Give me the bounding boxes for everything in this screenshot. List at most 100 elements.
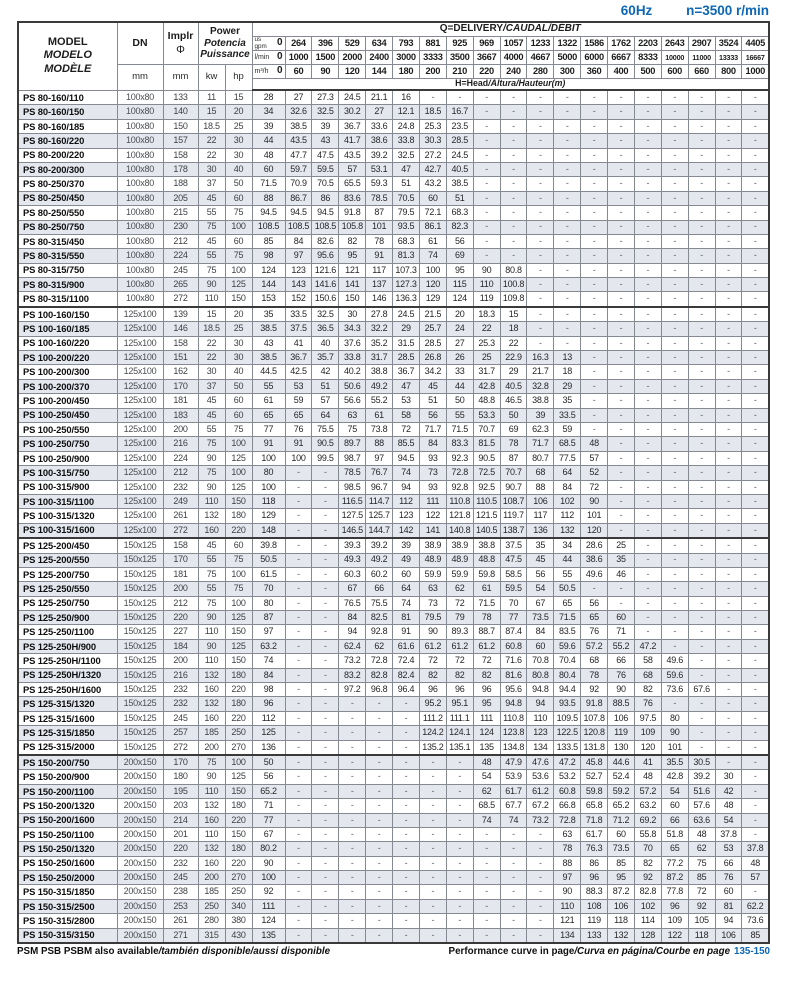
head-cell: 22 (472, 321, 501, 337)
head-cell: - (687, 205, 716, 221)
head-cell: - (311, 798, 340, 814)
head-cell: 47.5 (311, 147, 340, 163)
head-cell: 70.5 (392, 190, 420, 207)
head-cell: 74 (499, 812, 528, 828)
impeller-cell: 261 (162, 913, 199, 929)
head-cell: - (284, 710, 313, 727)
head-cell: 32.5 (311, 305, 340, 323)
head-cell: 48 (741, 855, 770, 872)
head-cell: 91 (365, 248, 394, 264)
head-cell: 90 (251, 855, 286, 872)
head-cell: - (392, 927, 420, 944)
model-cell: PS 100-200/300 (17, 364, 118, 380)
dn-unit-cell: mm (116, 64, 164, 91)
head-cell: 98.5 (338, 479, 367, 495)
head-cell: 71.6 (499, 653, 528, 669)
impeller-cell: 227 (162, 624, 199, 640)
head-cell: 76.7 (365, 465, 394, 481)
head-cell: - (714, 305, 743, 323)
head-cell: - (284, 884, 313, 900)
head-cell: 92.3 (445, 450, 474, 467)
head-cell: 78 (365, 233, 394, 250)
hp-cell: 180 (224, 841, 253, 857)
kw-cell: 110 (197, 624, 226, 640)
dn-cell: 200x150 (116, 769, 164, 785)
table-row: PS 100-315/750 125x100 212 75 100 80- -78.5 76.… (17, 465, 770, 481)
table-row: PS 100-200/300 125x100 162 30 40 44.5 42.5 42 40… (17, 364, 770, 380)
head-cell: 80 (660, 710, 689, 727)
head-cell: - (687, 321, 716, 337)
head-cell: - (607, 233, 635, 250)
head-cell: 62.4 (338, 638, 367, 655)
flow-value-cell: 1762 (607, 36, 635, 51)
head-cell: 12.1 (392, 104, 420, 120)
head-cell: - (714, 393, 743, 409)
model-cell: PS 80-200/220 (17, 147, 118, 163)
kw-cell: 22 (197, 133, 226, 149)
head-cell: - (499, 870, 528, 886)
head-cell: - (499, 219, 528, 235)
head-cell: 39.2 (687, 769, 716, 785)
head-cell: 58.5 (499, 566, 528, 583)
table-row: PS 100-315/1100 125x100 249 110 150 118- -116.… (17, 493, 770, 510)
head-cell: 15 (499, 305, 528, 323)
impeller-cell: 184 (162, 638, 199, 655)
kw-cell: 45 (197, 393, 226, 409)
head-cell: 42.5 (284, 364, 313, 380)
hp-cell: 180 (224, 667, 253, 684)
page-title: 60Hz n=3500 r/min (591, 3, 769, 18)
head-cell: 128 (633, 927, 662, 944)
head-cell: 34 (251, 104, 286, 120)
head-cell: - (553, 321, 582, 337)
head-cell: - (445, 826, 474, 843)
head-cell: 65 (580, 610, 609, 626)
table-row: PS 100-250/450 125x100 183 45 60 65 65 64 63 61 58… (17, 407, 770, 423)
page-footer: PSM PSB PSBM also available/también disp… (17, 946, 770, 957)
head-cell: - (633, 350, 662, 366)
head-cell: 71.7 (526, 436, 555, 452)
flow-value-cell: 634 (365, 36, 394, 51)
head-cell: - (392, 812, 420, 828)
head-cell: 143 (284, 277, 313, 293)
head-cell: - (499, 190, 528, 207)
dn-cell: 100x80 (116, 190, 164, 207)
table-row: PS 125-250H/900 150x125 184 90 125 63.2- -62.4… (17, 638, 770, 655)
head-cell: - (392, 753, 420, 771)
impeller-cell: 216 (162, 436, 199, 452)
head-cell: - (311, 522, 340, 539)
table-row: PS 125-200/450 150x125 158 45 60 39.8- -39.3 39… (17, 537, 770, 554)
head-cell: 30 (338, 305, 367, 323)
head-cell: 135.1 (445, 739, 474, 756)
head-cell: - (580, 104, 609, 120)
head-cell: - (633, 118, 662, 135)
head-cell: 66 (660, 812, 689, 828)
head-cell: - (714, 638, 743, 655)
head-cell: - (741, 118, 770, 135)
head-cell: - (741, 407, 770, 423)
head-cell: 82 (445, 667, 474, 684)
head-cell: - (311, 855, 340, 872)
head-cell: - (445, 870, 474, 886)
head-cell: 27.8 (365, 305, 394, 323)
head-cell: - (741, 219, 770, 235)
head-cell: 92.5 (472, 479, 501, 495)
head-cell: - (714, 710, 743, 727)
table-row: PS 150-250/2000 200x150 245 200 270 100- - - - - -… (17, 870, 770, 886)
kw-cell: 90 (197, 610, 226, 626)
table-row: PS 125-315/2000 150x125 272 200 270 136- - - - -1… (17, 739, 770, 756)
kw-cell: 90 (197, 769, 226, 785)
head-cell: - (660, 350, 689, 366)
head-cell: - (741, 161, 770, 178)
head-cell: 121.5 (472, 508, 501, 524)
head-cell: 65 (284, 407, 313, 423)
head-cell: - (311, 465, 340, 481)
head-cell: - (526, 884, 555, 900)
head-cell: - (687, 364, 716, 380)
page-reference-link[interactable]: 135-150 (734, 946, 770, 957)
head-cell: 59.7 (284, 161, 313, 178)
head-cell: - (660, 581, 689, 597)
head-cell: 87 (499, 450, 528, 467)
head-cell: - (338, 884, 367, 900)
head-cell: - (580, 147, 609, 163)
head-cell: 61.2 (418, 638, 447, 655)
